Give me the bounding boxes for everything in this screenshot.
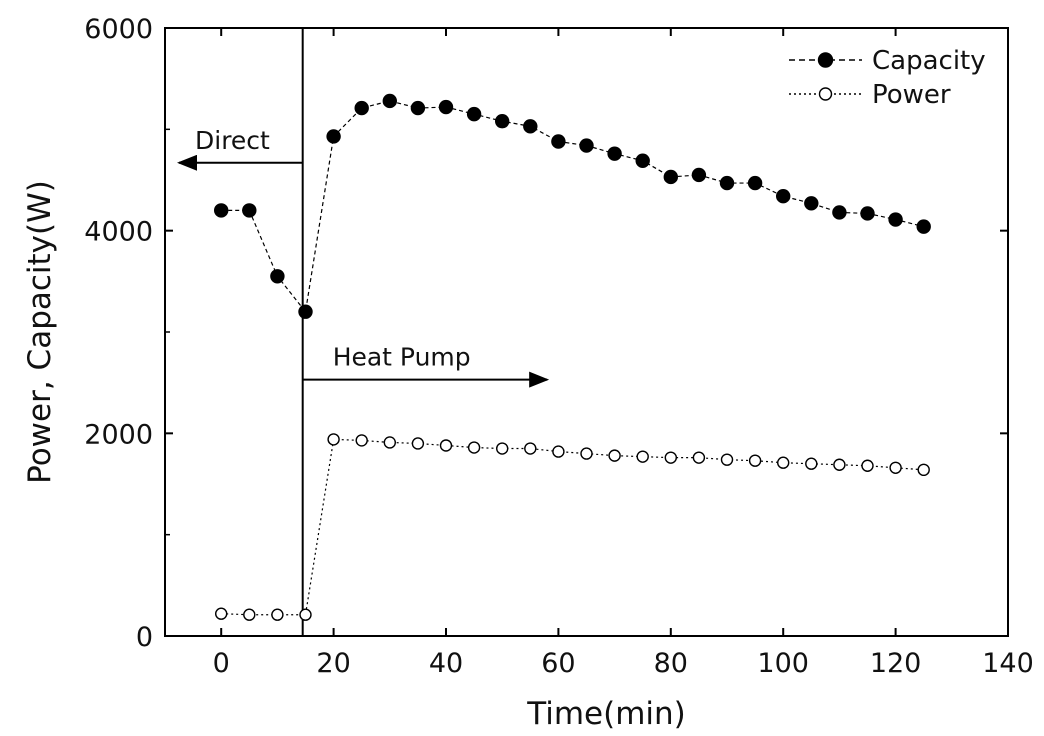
data-point-capacity: [607, 146, 622, 161]
data-point-power: [214, 607, 228, 620]
data-point-power: [299, 608, 312, 621]
data-point-capacity: [663, 169, 678, 185]
data-point-power: [861, 459, 874, 472]
data-point-capacity: [495, 114, 510, 129]
data-point-power: [692, 451, 706, 464]
y-tick-label: 6000: [84, 14, 153, 45]
data-point-capacity: [213, 203, 229, 218]
data-point-power: [580, 447, 593, 460]
data-point-capacity: [410, 100, 426, 116]
series-line-capacity: [221, 100, 924, 314]
data-point-power: [805, 457, 818, 470]
y-tick-label: 2000: [84, 419, 153, 450]
data-point-power: [496, 442, 509, 455]
data-point-capacity: [832, 205, 847, 220]
y-tick-label: 0: [136, 622, 153, 653]
data-point-capacity: [804, 196, 819, 211]
data-point-power: [664, 451, 677, 464]
data-point-power: [552, 445, 565, 458]
y-tick-label: 4000: [84, 217, 153, 248]
plot-area-frame: [164, 27, 1009, 637]
legend-label-capacity: Capacity: [872, 46, 986, 76]
legend-label-power: Power: [872, 80, 951, 110]
series-line-power: [221, 438, 924, 616]
data-point-power: [439, 439, 453, 452]
data-point-power: [608, 449, 621, 462]
legend-marker-capacity: [817, 52, 834, 68]
data-point-capacity: [860, 206, 875, 221]
data-point-capacity: [326, 129, 341, 144]
x-tick-label: 0: [213, 648, 230, 679]
data-point-power: [271, 608, 284, 621]
data-point-power: [720, 453, 734, 466]
data-point-power: [467, 441, 481, 454]
x-axis-title: Time(min): [526, 696, 686, 732]
x-tick-label: 120: [870, 648, 922, 679]
data-point-capacity: [466, 106, 482, 122]
data-point-power: [889, 461, 902, 474]
data-point-capacity: [635, 153, 650, 168]
data-point-capacity: [438, 99, 454, 115]
data-point-capacity: [298, 304, 313, 319]
data-point-capacity: [354, 100, 369, 116]
x-tick-label: 40: [429, 648, 463, 679]
data-point-power: [411, 437, 425, 450]
data-point-capacity: [382, 93, 397, 109]
data-point-power: [355, 434, 368, 447]
data-point-capacity: [270, 269, 285, 284]
data-point-capacity: [719, 175, 735, 191]
data-point-power: [636, 450, 649, 463]
data-point-capacity: [888, 212, 903, 227]
x-tick-label: 140: [982, 648, 1034, 679]
data-point-capacity: [916, 219, 931, 234]
data-point-power: [917, 463, 930, 477]
x-tick-label: 100: [757, 648, 809, 679]
data-point-capacity: [691, 167, 707, 183]
data-point-capacity: [776, 189, 791, 204]
data-point-capacity: [579, 138, 594, 153]
y-axis-title: Power, Capacity(W): [22, 180, 58, 484]
x-tick-label: 60: [541, 648, 575, 679]
data-point-capacity: [523, 119, 538, 134]
x-tick-label: 80: [654, 648, 688, 679]
data-point-power: [833, 458, 846, 471]
legend-marker-power: [818, 87, 833, 101]
data-point-power: [524, 442, 537, 455]
data-point-power: [777, 456, 790, 469]
x-tick-label: 20: [316, 648, 350, 679]
heat-pump-label: Heat Pump: [333, 343, 471, 372]
data-point-capacity: [242, 203, 257, 218]
data-point-power: [327, 433, 340, 446]
data-point-power: [383, 436, 396, 449]
data-point-capacity: [551, 134, 566, 149]
direct-label: Direct: [195, 126, 270, 155]
data-point-power: [243, 608, 256, 621]
data-point-capacity: [747, 175, 763, 191]
data-point-power: [748, 454, 762, 467]
